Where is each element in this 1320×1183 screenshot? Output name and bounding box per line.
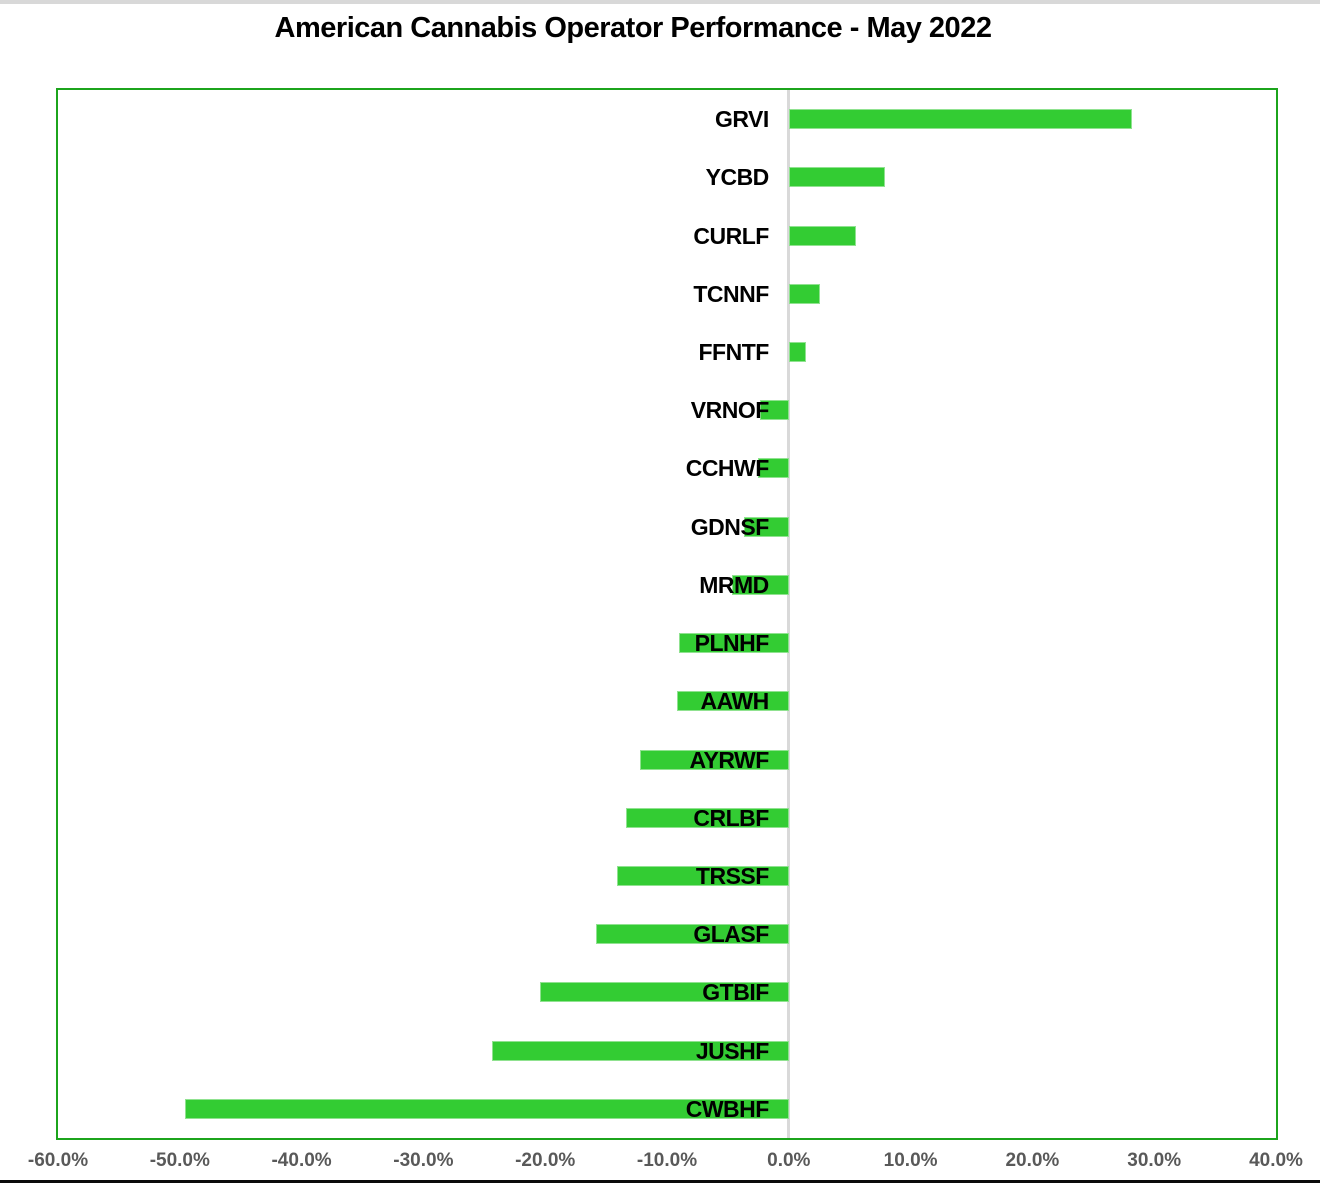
category-label-crlbf: CRLBF xyxy=(693,804,769,831)
bar-cchwf xyxy=(758,458,789,479)
x-tick-label-3: -30.0% xyxy=(393,1150,454,1171)
bar-ayrwf xyxy=(640,749,789,770)
bar-ffntf xyxy=(788,342,806,362)
bar-gdnsf xyxy=(743,516,789,537)
category-label-ycbd: YCBD xyxy=(705,164,770,191)
bar-tcnnf xyxy=(788,283,821,304)
window-bottom-edge xyxy=(0,1180,1320,1183)
bar-trssf xyxy=(617,866,789,886)
category-label-aawh: AAWH xyxy=(700,688,770,715)
bar-cwbhf xyxy=(184,1098,789,1119)
bar-grvi xyxy=(788,109,1133,130)
x-tick-label-6: 0.0% xyxy=(767,1150,811,1171)
x-tick-label-1: -50.0% xyxy=(149,1150,210,1171)
category-label-glasf: GLASF xyxy=(693,921,769,948)
category-label-curlf: CURLF xyxy=(693,222,769,249)
chart-title: American Cannabis Operator Performance -… xyxy=(274,12,992,44)
x-tick-label-9: 30.0% xyxy=(1127,1150,1182,1171)
zero-gridline xyxy=(787,90,791,1138)
x-tick-label-0: -60.0% xyxy=(27,1150,89,1171)
bar-jushf xyxy=(491,1040,789,1061)
bar-ycbd xyxy=(788,167,886,188)
category-label-tcnnf: TCNNF xyxy=(693,280,769,307)
bar-glasf xyxy=(596,924,789,945)
category-label-vrnof: VRNOF xyxy=(690,397,769,424)
x-tick-label-5: -10.0% xyxy=(636,1150,698,1171)
bar-aawh xyxy=(676,691,789,712)
category-label-ayrwf: AYRWF xyxy=(689,746,770,773)
x-tick-label-8: 20.0% xyxy=(1005,1150,1060,1171)
bar-plnhf xyxy=(679,633,789,654)
category-label-trssf: TRSSF xyxy=(695,863,769,889)
category-label-gdnsf: GDNSF xyxy=(690,513,769,540)
x-tick-label-7: 10.0% xyxy=(883,1150,938,1171)
category-label-jushf: JUSHF xyxy=(695,1037,769,1064)
category-label-cwbhf: CWBHF xyxy=(685,1095,770,1122)
category-label-plnhf: PLNHF xyxy=(694,630,770,657)
plot-area: GRVI YCBD CURLF TCNNF FFNTF VRNOF CCHWF GDNSF MR… xyxy=(56,88,1278,1140)
bar-gtbif xyxy=(540,982,789,1003)
bar-vrnof xyxy=(759,400,789,421)
category-label-cchwf: CCHWF xyxy=(685,455,770,482)
bar-mrmd xyxy=(731,574,789,595)
x-tick-label-4: -20.0% xyxy=(515,1150,576,1171)
category-label-mrmd: MRMD xyxy=(699,571,769,598)
category-label-ffntf: FFNTF xyxy=(698,339,769,365)
x-tick-label-2: -40.0% xyxy=(271,1150,332,1171)
bar-crlbf xyxy=(625,807,789,828)
bar-curlf xyxy=(788,225,856,246)
window-top-edge xyxy=(0,0,1320,4)
category-label-grvi: GRVI xyxy=(714,106,769,133)
category-label-gtbif: GTBIF xyxy=(702,979,769,1006)
x-tick-label-10: 40.0% xyxy=(1249,1150,1303,1171)
